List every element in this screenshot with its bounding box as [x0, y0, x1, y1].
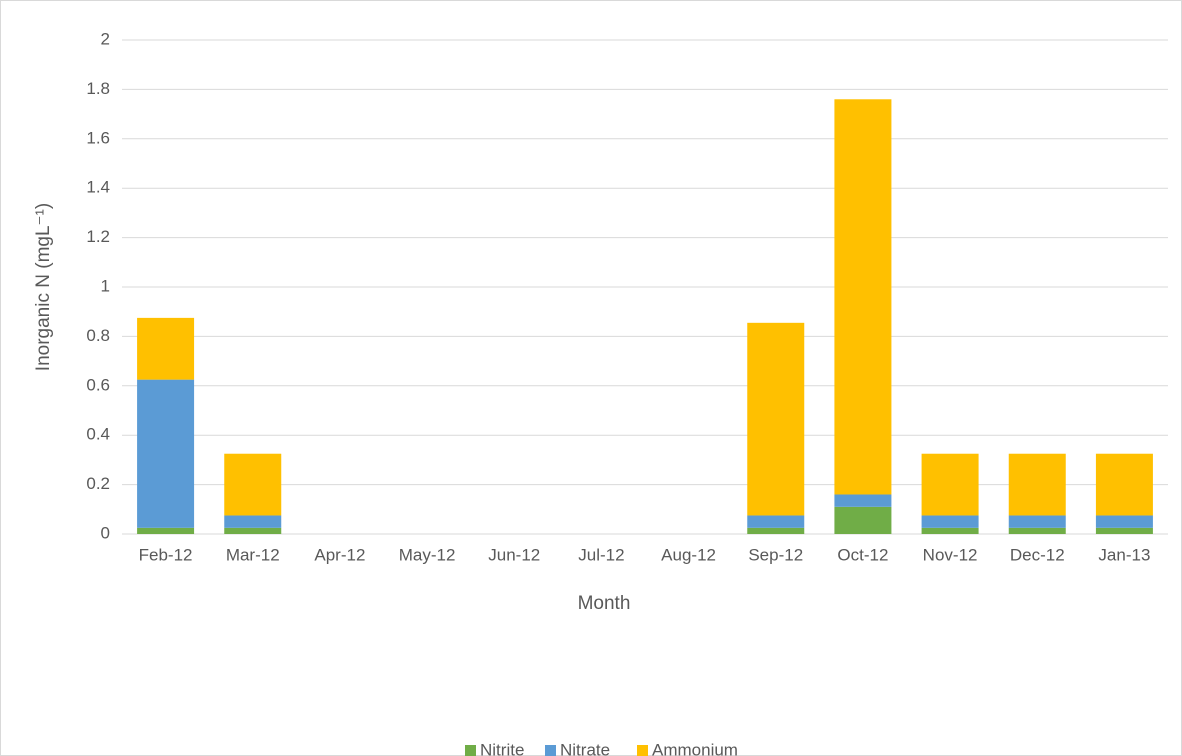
bar-segment	[1095, 453, 1153, 516]
bar-segment	[834, 506, 892, 534]
legend-swatch	[465, 745, 476, 756]
legend-swatch	[637, 745, 648, 756]
x-axis-label: Month	[578, 593, 631, 614]
y-tick-label: 1.6	[86, 128, 110, 147]
y-tick-label: 1	[101, 276, 110, 295]
y-tick-label: 1.8	[86, 79, 110, 98]
bar-segment	[1008, 527, 1066, 534]
x-tick-label: Jun-12	[488, 545, 540, 564]
bar-segment	[1008, 515, 1066, 528]
legend-swatch	[545, 745, 556, 756]
bar-segment	[1095, 527, 1153, 534]
bar-segment	[137, 317, 195, 380]
x-tick-label: Sep-12	[748, 545, 803, 564]
x-tick-label: Feb-12	[139, 545, 193, 564]
y-tick-label: 0.4	[86, 425, 110, 444]
x-tick-label: Nov-12	[923, 545, 978, 564]
x-tick-label: Dec-12	[1010, 545, 1065, 564]
x-tick-label: Jul-12	[578, 545, 624, 564]
bar-segment	[1095, 515, 1153, 528]
y-tick-label: 0	[101, 523, 110, 542]
legend-label: Nitrite	[480, 740, 524, 756]
legend-label: Nitrate	[560, 740, 610, 756]
y-tick-label: 0.8	[86, 326, 110, 345]
bar-segment	[747, 515, 805, 528]
bar-segment	[224, 453, 282, 516]
y-tick-label: 1.2	[86, 227, 110, 246]
bar-segment	[921, 453, 979, 516]
x-tick-label: Oct-12	[837, 545, 888, 564]
bar-segment	[224, 527, 282, 534]
bar-segment	[747, 322, 805, 516]
legend-label: Ammonium	[652, 740, 738, 756]
bar-segment	[834, 99, 892, 495]
x-tick-label: Jan-13	[1098, 545, 1150, 564]
y-tick-label: 0.6	[86, 375, 110, 394]
bar-segment	[137, 527, 195, 534]
x-tick-label: Aug-12	[661, 545, 716, 564]
bar-segment	[834, 494, 892, 507]
y-axis-label: Inorganic N (mgL⁻¹)	[33, 203, 54, 371]
bar-segment	[224, 515, 282, 528]
bar-segment	[1008, 453, 1066, 516]
bar-segment	[137, 379, 195, 528]
y-tick-label: 2	[101, 29, 110, 48]
x-tick-label: May-12	[399, 545, 456, 564]
bar-segment	[921, 527, 979, 534]
y-tick-label: 1.4	[86, 178, 110, 197]
bar-segment	[747, 527, 805, 534]
x-tick-label: Mar-12	[226, 545, 280, 564]
y-tick-label: 0.2	[86, 474, 110, 493]
x-tick-label: Apr-12	[314, 545, 365, 564]
bar-segment	[921, 515, 979, 528]
